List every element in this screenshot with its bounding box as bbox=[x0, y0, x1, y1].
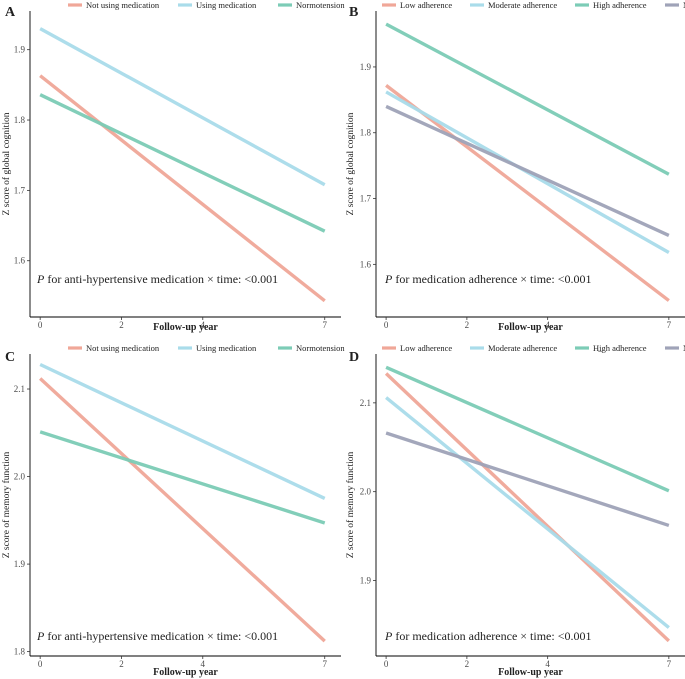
x-tick-label: 7 bbox=[322, 659, 327, 669]
panel-c: C 0 2 4 7 1.8 1.9 2.0 2.1 Follow-up year Z score o… bbox=[1, 343, 345, 678]
annotation-p: P bbox=[384, 272, 393, 286]
series-line-3 bbox=[385, 431, 670, 528]
annotation-p: P bbox=[384, 629, 393, 643]
x-tick-label: 4 bbox=[201, 659, 206, 669]
y-tick-label: 1.9 bbox=[14, 559, 26, 569]
y-tick-label: 1.7 bbox=[360, 194, 372, 204]
panel-b: B 0 2 4 7 1.6 1.7 1.8 1.9 Follow-up year Z score o… bbox=[345, 0, 685, 333]
y-tick-label: 2.0 bbox=[360, 487, 372, 497]
panel-letter: D bbox=[349, 350, 359, 365]
series-line-2 bbox=[39, 93, 326, 233]
legend-label: Normotension bbox=[296, 0, 345, 10]
series-line-0 bbox=[384, 372, 671, 643]
x-tick-label: 2 bbox=[465, 659, 470, 669]
x-tick-label: 7 bbox=[322, 320, 327, 330]
legend-label: Using medication bbox=[196, 343, 257, 353]
y-axis-title: Z score of global cognition bbox=[1, 112, 12, 215]
y-axis-title: Z score of memory function bbox=[345, 451, 356, 558]
interaction-annotation: P for anti-hypertensive medication × tim… bbox=[36, 272, 278, 286]
series-line-0 bbox=[39, 74, 326, 303]
legend-label: Moderate adherence bbox=[488, 0, 557, 10]
series-line-0 bbox=[39, 377, 326, 643]
x-axis-title: Follow-up year bbox=[498, 667, 563, 678]
x-axis-title: Follow-up year bbox=[153, 322, 218, 333]
series-line-2 bbox=[39, 430, 326, 525]
panel-letter: A bbox=[5, 5, 16, 20]
legend-label: Normotension bbox=[296, 343, 345, 353]
series-line-0 bbox=[385, 84, 670, 302]
x-tick-label: 4 bbox=[545, 320, 550, 330]
legend-label: Low adherence bbox=[400, 0, 452, 10]
y-axis-title: Z score of global cognition bbox=[345, 112, 356, 215]
series-line-1 bbox=[385, 396, 670, 629]
interaction-annotation: P for medication adherence × time: <0.00… bbox=[384, 629, 591, 643]
legend-label: Moderate adherence bbox=[488, 343, 557, 353]
y-tick-label: 1.6 bbox=[14, 256, 26, 266]
legend-label: Hi̲gh adherence bbox=[593, 343, 647, 353]
series-line-3 bbox=[385, 104, 670, 237]
interaction-annotation: P for anti-hypertensive medication × tim… bbox=[36, 629, 278, 643]
annotation-text: for medication adherence × time: <0.001 bbox=[392, 629, 591, 643]
legend-label: Normotension bbox=[683, 343, 685, 353]
annotation-text: for medication adherence × time: <0.001 bbox=[392, 272, 591, 286]
x-tick-label: 2 bbox=[119, 659, 124, 669]
x-axis-title: Follow-up year bbox=[153, 667, 218, 678]
x-tick-label: 4 bbox=[201, 320, 206, 330]
series-line-1 bbox=[39, 362, 326, 500]
panel-d: D 0 2 4 7 1.9 2.0 2.1 Follow-up year Z score of m… bbox=[345, 343, 685, 678]
y-tick-label: 1.7 bbox=[14, 185, 26, 195]
x-tick-label: 0 bbox=[384, 659, 389, 669]
y-tick-label: 1.6 bbox=[360, 259, 372, 269]
legend-label: Not using medication bbox=[86, 343, 160, 353]
legend-label: High adherence bbox=[593, 0, 647, 10]
y-tick-label: 1.8 bbox=[14, 115, 26, 125]
annotation-text: for anti-hypertensive medication × time:… bbox=[44, 629, 278, 643]
x-tick-label: 0 bbox=[384, 320, 389, 330]
annotation-p: P bbox=[36, 629, 45, 643]
panel-a: A 0 2 4 7 1.6 1.7 1.8 1.9 Follow-up year Z score o… bbox=[1, 0, 345, 333]
y-tick-label: 1.9 bbox=[360, 576, 372, 586]
panel-letter: B bbox=[349, 5, 358, 20]
y-tick-label: 2.1 bbox=[14, 384, 25, 394]
x-tick-label: 7 bbox=[667, 320, 672, 330]
y-tick-label: 1.8 bbox=[14, 647, 26, 657]
x-tick-label: 2 bbox=[465, 320, 470, 330]
legend-label: Not using medication bbox=[86, 0, 160, 10]
annotation-p: P bbox=[36, 272, 45, 286]
x-tick-label: 0 bbox=[38, 659, 43, 669]
interaction-annotation: P for medication adherence × time: <0.00… bbox=[384, 272, 591, 286]
x-axis-title: Follow-up year bbox=[498, 322, 563, 333]
series-line-1 bbox=[39, 27, 326, 187]
x-tick-label: 2 bbox=[119, 320, 124, 330]
y-axis-title: Z score of memory function bbox=[1, 451, 12, 558]
panel-letter: C bbox=[5, 350, 15, 365]
y-tick-label: 2.0 bbox=[14, 472, 26, 482]
y-tick-label: 2.1 bbox=[360, 398, 371, 408]
x-tick-label: 0 bbox=[38, 320, 43, 330]
y-tick-label: 1.9 bbox=[14, 45, 26, 55]
legend-label: Normotension bbox=[683, 0, 685, 10]
x-tick-label: 7 bbox=[667, 659, 672, 669]
annotation-text: for anti-hypertensive medication × time:… bbox=[44, 272, 278, 286]
series-line-2 bbox=[385, 22, 670, 176]
series-line-2 bbox=[385, 365, 670, 493]
y-tick-label: 1.8 bbox=[360, 128, 372, 138]
y-tick-label: 1.9 bbox=[360, 62, 372, 72]
x-tick-label: 4 bbox=[545, 659, 550, 669]
legend-label: Using medication bbox=[196, 0, 257, 10]
legend-label: Low adherence bbox=[400, 343, 452, 353]
